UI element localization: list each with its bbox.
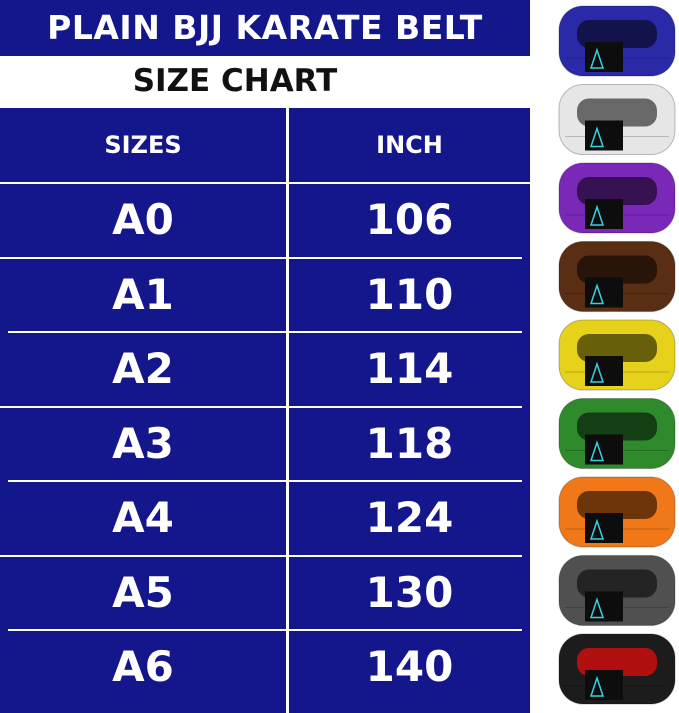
table-cell: 130 <box>365 567 454 617</box>
row-separator <box>0 182 530 184</box>
belt-logo <box>589 361 605 383</box>
belt-inner <box>577 648 657 676</box>
table-cell: 114 <box>365 344 454 393</box>
belt-logo <box>589 204 605 226</box>
belt-logo <box>589 126 605 148</box>
belt-inner <box>577 334 657 362</box>
belt-images <box>558 5 676 705</box>
belt-logo <box>589 47 605 69</box>
table-cell: 106 <box>365 195 454 244</box>
belt-logo <box>589 597 605 619</box>
row-separator <box>8 480 522 482</box>
row-separator <box>0 256 522 259</box>
table-cell: A1 <box>112 269 174 319</box>
table-cell: 124 <box>365 493 454 542</box>
belt-logo <box>589 440 605 462</box>
table-cell: A6 <box>112 642 174 691</box>
row-separator <box>0 405 522 408</box>
belt-inner <box>577 177 657 205</box>
row-separator <box>8 331 522 333</box>
size-table: SIZES INCH A0 106 A1 110 A2 114 A3 118 A4 124 A5 130 A… <box>0 108 530 713</box>
table-cell: A5 <box>112 567 174 617</box>
belt-inner <box>577 412 657 441</box>
column-header: INCH <box>376 131 443 159</box>
column-divider <box>286 108 289 713</box>
belt-inner <box>577 491 657 519</box>
table-cell: A0 <box>112 195 174 244</box>
belt-logo <box>589 675 605 697</box>
table-cell: A2 <box>112 344 174 393</box>
table-cell: A4 <box>112 493 174 542</box>
title-banner: PLAIN BJJ KARATE BELT <box>0 0 530 56</box>
belt-inner <box>577 20 657 48</box>
subtitle: SIZE CHART <box>132 63 338 99</box>
belt-inner <box>577 569 657 598</box>
table-cell: A3 <box>112 418 174 468</box>
belt-logo <box>589 518 605 540</box>
belt-inner <box>577 98 657 127</box>
table-cell: 140 <box>365 642 454 691</box>
row-separator <box>0 554 522 557</box>
belt-inner <box>577 255 657 284</box>
table-cell: 118 <box>365 418 454 468</box>
column-header: SIZES <box>104 131 182 159</box>
row-separator <box>8 629 522 631</box>
table-cell: 110 <box>365 269 454 319</box>
belt-logo <box>589 283 605 305</box>
